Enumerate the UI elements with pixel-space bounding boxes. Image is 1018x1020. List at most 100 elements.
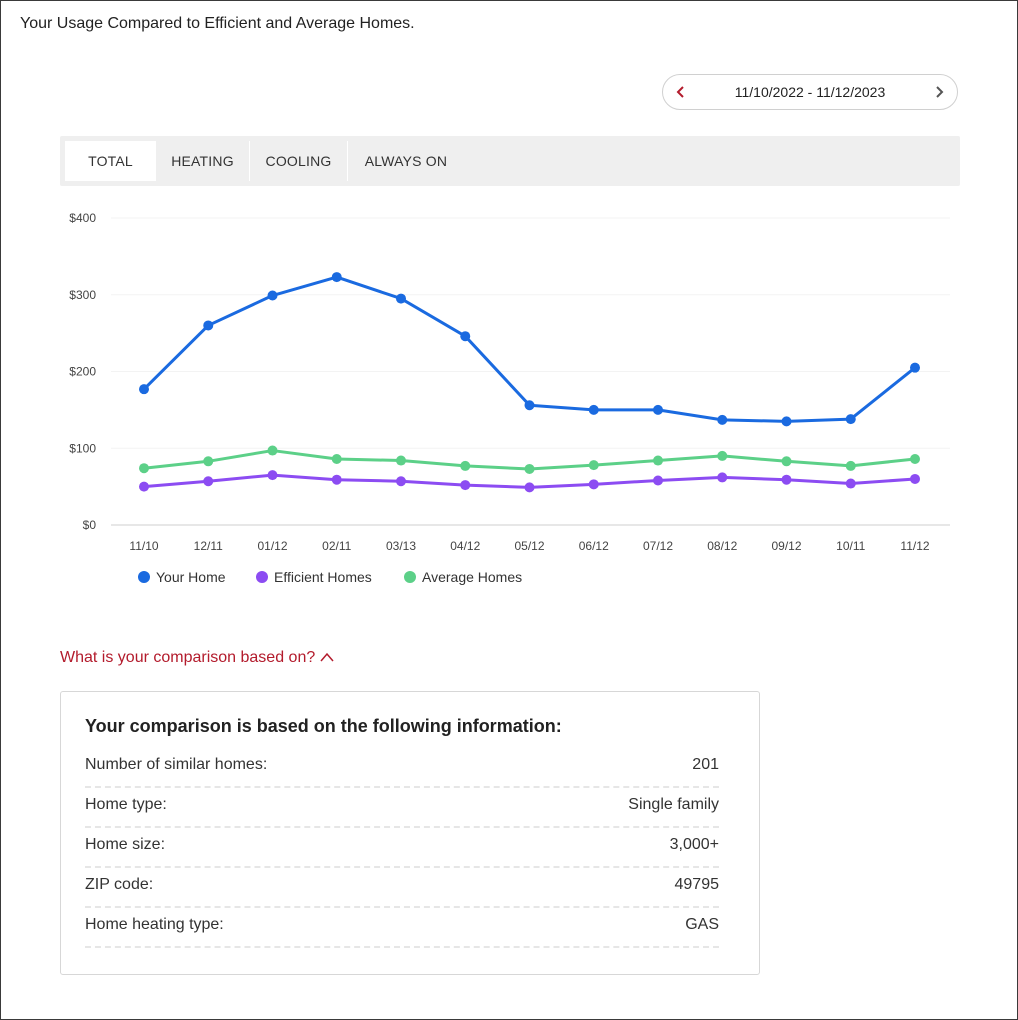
info-row-label: Home heating type: (85, 916, 224, 933)
info-row-value: 49795 (674, 876, 720, 893)
legend-dot-efficient-homes (256, 571, 268, 583)
data-point-your-home (717, 414, 728, 425)
info-row-label: Number of similar homes: (85, 756, 268, 773)
usage-line-chart: $0 $100 $200 $300 $400 11/10 12/11 01/12 02/11 03… (69, 211, 950, 553)
data-point-efficient-homes (717, 472, 728, 483)
legend-dot-your-home (138, 571, 150, 583)
data-point-average-homes (331, 453, 342, 464)
data-point-your-home (588, 404, 599, 415)
data-point-efficient-homes (524, 482, 535, 493)
data-point-average-homes (139, 463, 149, 474)
data-point-your-home (396, 293, 406, 304)
data-point-efficient-homes (781, 474, 792, 485)
data-point-average-homes (845, 460, 856, 471)
data-point-your-home (460, 331, 471, 342)
x-tick-label: 06/12 (579, 539, 609, 553)
data-point-average-homes (653, 455, 663, 466)
data-point-efficient-homes (139, 481, 149, 492)
data-point-efficient-homes (910, 473, 920, 484)
data-point-your-home (910, 362, 920, 373)
info-row-value: 3,000+ (669, 836, 719, 853)
page-title: Your Usage Compared to Efficient and Ave… (20, 15, 415, 32)
y-tick-label: $300 (69, 288, 96, 302)
x-tick-label: 12/11 (194, 539, 223, 553)
data-point-efficient-homes (331, 474, 342, 485)
data-point-average-homes (203, 456, 214, 467)
data-point-average-homes (588, 460, 599, 471)
info-row-home-type: Home type: Single family (85, 788, 719, 828)
info-row-label: Home size: (85, 836, 166, 853)
tab-heating[interactable]: HEATING (171, 153, 234, 169)
info-row-value: Single family (628, 796, 719, 813)
data-point-average-homes (267, 445, 278, 456)
x-tick-label: 07/12 (643, 539, 673, 553)
x-tick-label: 05/12 (514, 539, 544, 553)
data-point-your-home (781, 416, 792, 427)
info-row-heating-type: Home heating type: GAS (85, 908, 719, 948)
legend-item-efficient-homes[interactable]: Efficient Homes (256, 569, 372, 585)
legend-label: Average Homes (422, 569, 523, 585)
usage-tabs: TOTAL HEATING COOLING ALWAYS ON (60, 136, 960, 186)
data-point-your-home (139, 384, 149, 395)
data-point-average-homes (460, 460, 471, 471)
y-tick-label: $200 (69, 365, 96, 379)
date-range-label: 11/10/2022 - 11/12/2023 (734, 84, 886, 100)
y-tick-label: $400 (69, 211, 96, 225)
comparison-info-card: Your comparison is based on the followin… (60, 691, 760, 975)
y-tick-label: $0 (83, 518, 97, 532)
legend-item-your-home[interactable]: Your Home (138, 569, 226, 585)
data-point-average-homes (396, 455, 406, 466)
x-tick-label: 11/12 (900, 539, 929, 553)
x-tick-label: 08/12 (707, 539, 737, 553)
data-point-your-home (331, 272, 342, 283)
legend-dot-average-homes (404, 571, 416, 583)
x-tick-label: 11/10 (129, 539, 158, 553)
chevron-up-icon (320, 652, 334, 662)
info-row-value: GAS (685, 916, 719, 933)
info-row-similar-homes: Number of similar homes: 201 (85, 748, 719, 788)
data-point-your-home (845, 414, 856, 425)
x-tick-label: 10/11 (836, 539, 865, 553)
x-tick-label: 01/12 (257, 539, 287, 553)
comparison-toggle-label: What is your comparison based on? (60, 649, 316, 666)
legend-label: Your Home (156, 569, 226, 585)
x-tick-label: 04/12 (450, 539, 480, 553)
tab-total[interactable]: TOTAL (65, 141, 156, 181)
x-tick-label: 03/13 (386, 539, 416, 553)
data-point-average-homes (524, 463, 535, 474)
data-point-your-home (524, 400, 535, 411)
comparison-toggle-link[interactable]: What is your comparison based on? (60, 649, 335, 667)
tab-divider (347, 141, 348, 181)
info-row-label: Home type: (85, 796, 167, 813)
tab-cooling[interactable]: COOLING (265, 153, 332, 169)
data-point-efficient-homes (588, 479, 599, 490)
tab-divider (249, 141, 250, 181)
data-point-efficient-homes (653, 475, 663, 486)
info-row-value: 201 (692, 756, 719, 773)
info-card-heading: Your comparison is based on the followin… (85, 716, 562, 736)
data-point-your-home (653, 404, 663, 415)
x-tick-label: 09/12 (771, 539, 801, 553)
data-point-your-home (267, 290, 278, 301)
info-row-label: ZIP code: (85, 876, 154, 893)
date-range-pager: 11/10/2022 - 11/12/2023 (662, 74, 958, 110)
data-point-your-home (203, 320, 214, 331)
data-point-average-homes (781, 456, 792, 467)
chevron-left-icon[interactable] (673, 84, 689, 100)
data-point-efficient-homes (267, 470, 278, 481)
data-point-average-homes (910, 453, 920, 464)
info-row-home-size: Home size: 3,000+ (85, 828, 719, 868)
info-row-zip-code: ZIP code: 49795 (85, 868, 719, 908)
chevron-right-icon[interactable] (931, 84, 947, 100)
legend-item-average-homes[interactable]: Average Homes (404, 569, 522, 585)
data-point-efficient-homes (203, 476, 214, 487)
y-tick-label: $100 (69, 441, 96, 455)
data-point-efficient-homes (396, 476, 406, 487)
data-point-efficient-homes (845, 478, 856, 489)
tab-always-on[interactable]: ALWAYS ON (364, 153, 448, 169)
series-line-your-home (142, 275, 916, 423)
x-tick-label: 02/11 (322, 539, 351, 553)
data-point-efficient-homes (460, 480, 471, 491)
legend-label: Efficient Homes (274, 569, 372, 585)
